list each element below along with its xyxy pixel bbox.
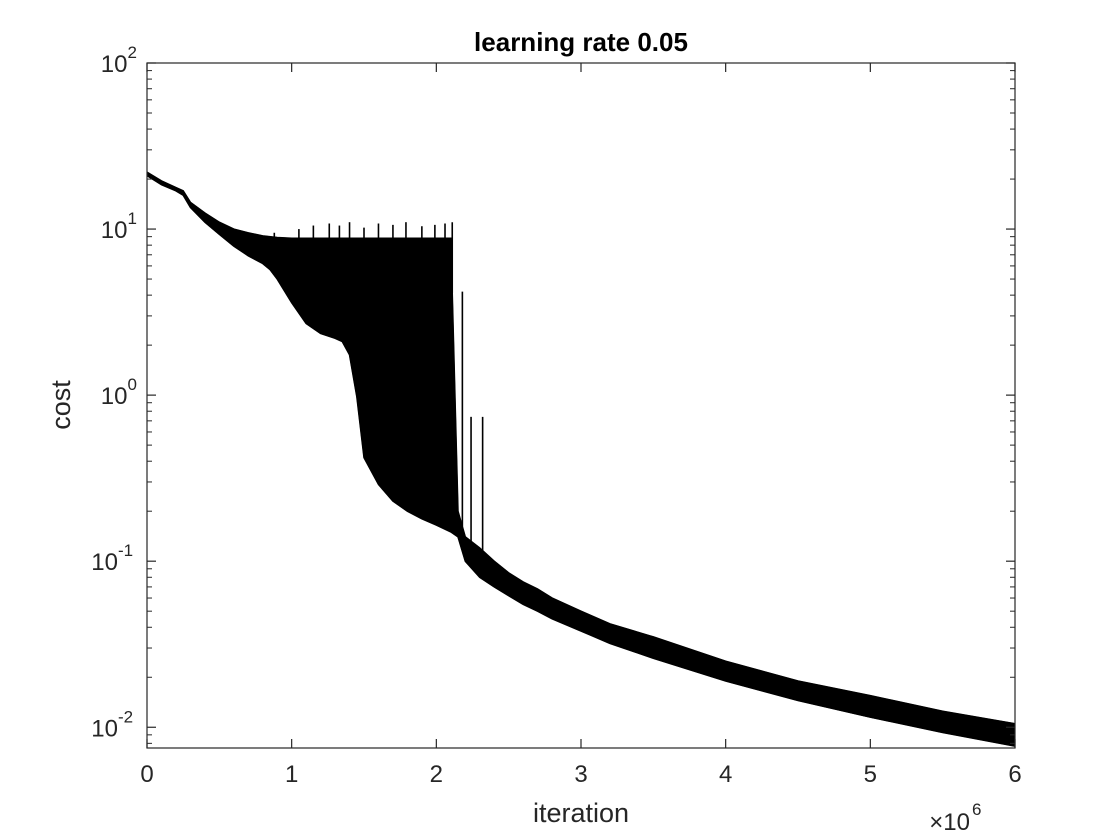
x-axis-exponent-label: ×10 6 <box>929 800 981 836</box>
y-tick-base-1: 10 <box>91 549 118 576</box>
y-tick-label-3: 10 1 <box>101 209 137 244</box>
x-tick-label-3: 3 <box>574 761 587 788</box>
y-tick-exp-0: -2 <box>118 707 133 726</box>
data-layer <box>146 171 1016 747</box>
cost-lower-envelope <box>146 174 1016 747</box>
x-axis-label: iteration <box>533 798 629 828</box>
cost-upper-envelope <box>146 171 1016 725</box>
y-tick-exp-1: -1 <box>118 541 133 560</box>
y-tick-label-4: 10 2 <box>101 43 137 78</box>
plot-area <box>147 63 1015 748</box>
x-tick-label-1: 1 <box>285 761 298 788</box>
y-tick-label-1: 10 -1 <box>91 541 133 576</box>
y-tick-exp-2: 0 <box>128 375 137 394</box>
y-tick-base-3: 10 <box>101 217 128 244</box>
y-tick-exp-3: 1 <box>128 209 137 228</box>
y-axis-label: cost <box>46 380 76 430</box>
y-tick-base-0: 10 <box>91 715 118 742</box>
x-tick-label-2: 2 <box>430 761 443 788</box>
x-exponent-base: ×10 <box>929 809 970 836</box>
y-tick-label-2: 10 0 <box>101 375 137 410</box>
x-tick-label-5: 5 <box>864 761 877 788</box>
x-tick-label-0: 0 <box>140 761 153 788</box>
y-tick-exp-4: 2 <box>128 43 137 62</box>
y-tick-label-0: 10 -2 <box>91 707 133 742</box>
y-tick-base-4: 10 <box>101 51 128 78</box>
x-tick-label-4: 4 <box>719 761 732 788</box>
y-tick-base-2: 10 <box>101 383 128 410</box>
x-tick-label-6: 6 <box>1008 761 1021 788</box>
x-exponent-power: 6 <box>972 800 981 819</box>
chart-title: learning rate 0.05 <box>474 27 688 57</box>
